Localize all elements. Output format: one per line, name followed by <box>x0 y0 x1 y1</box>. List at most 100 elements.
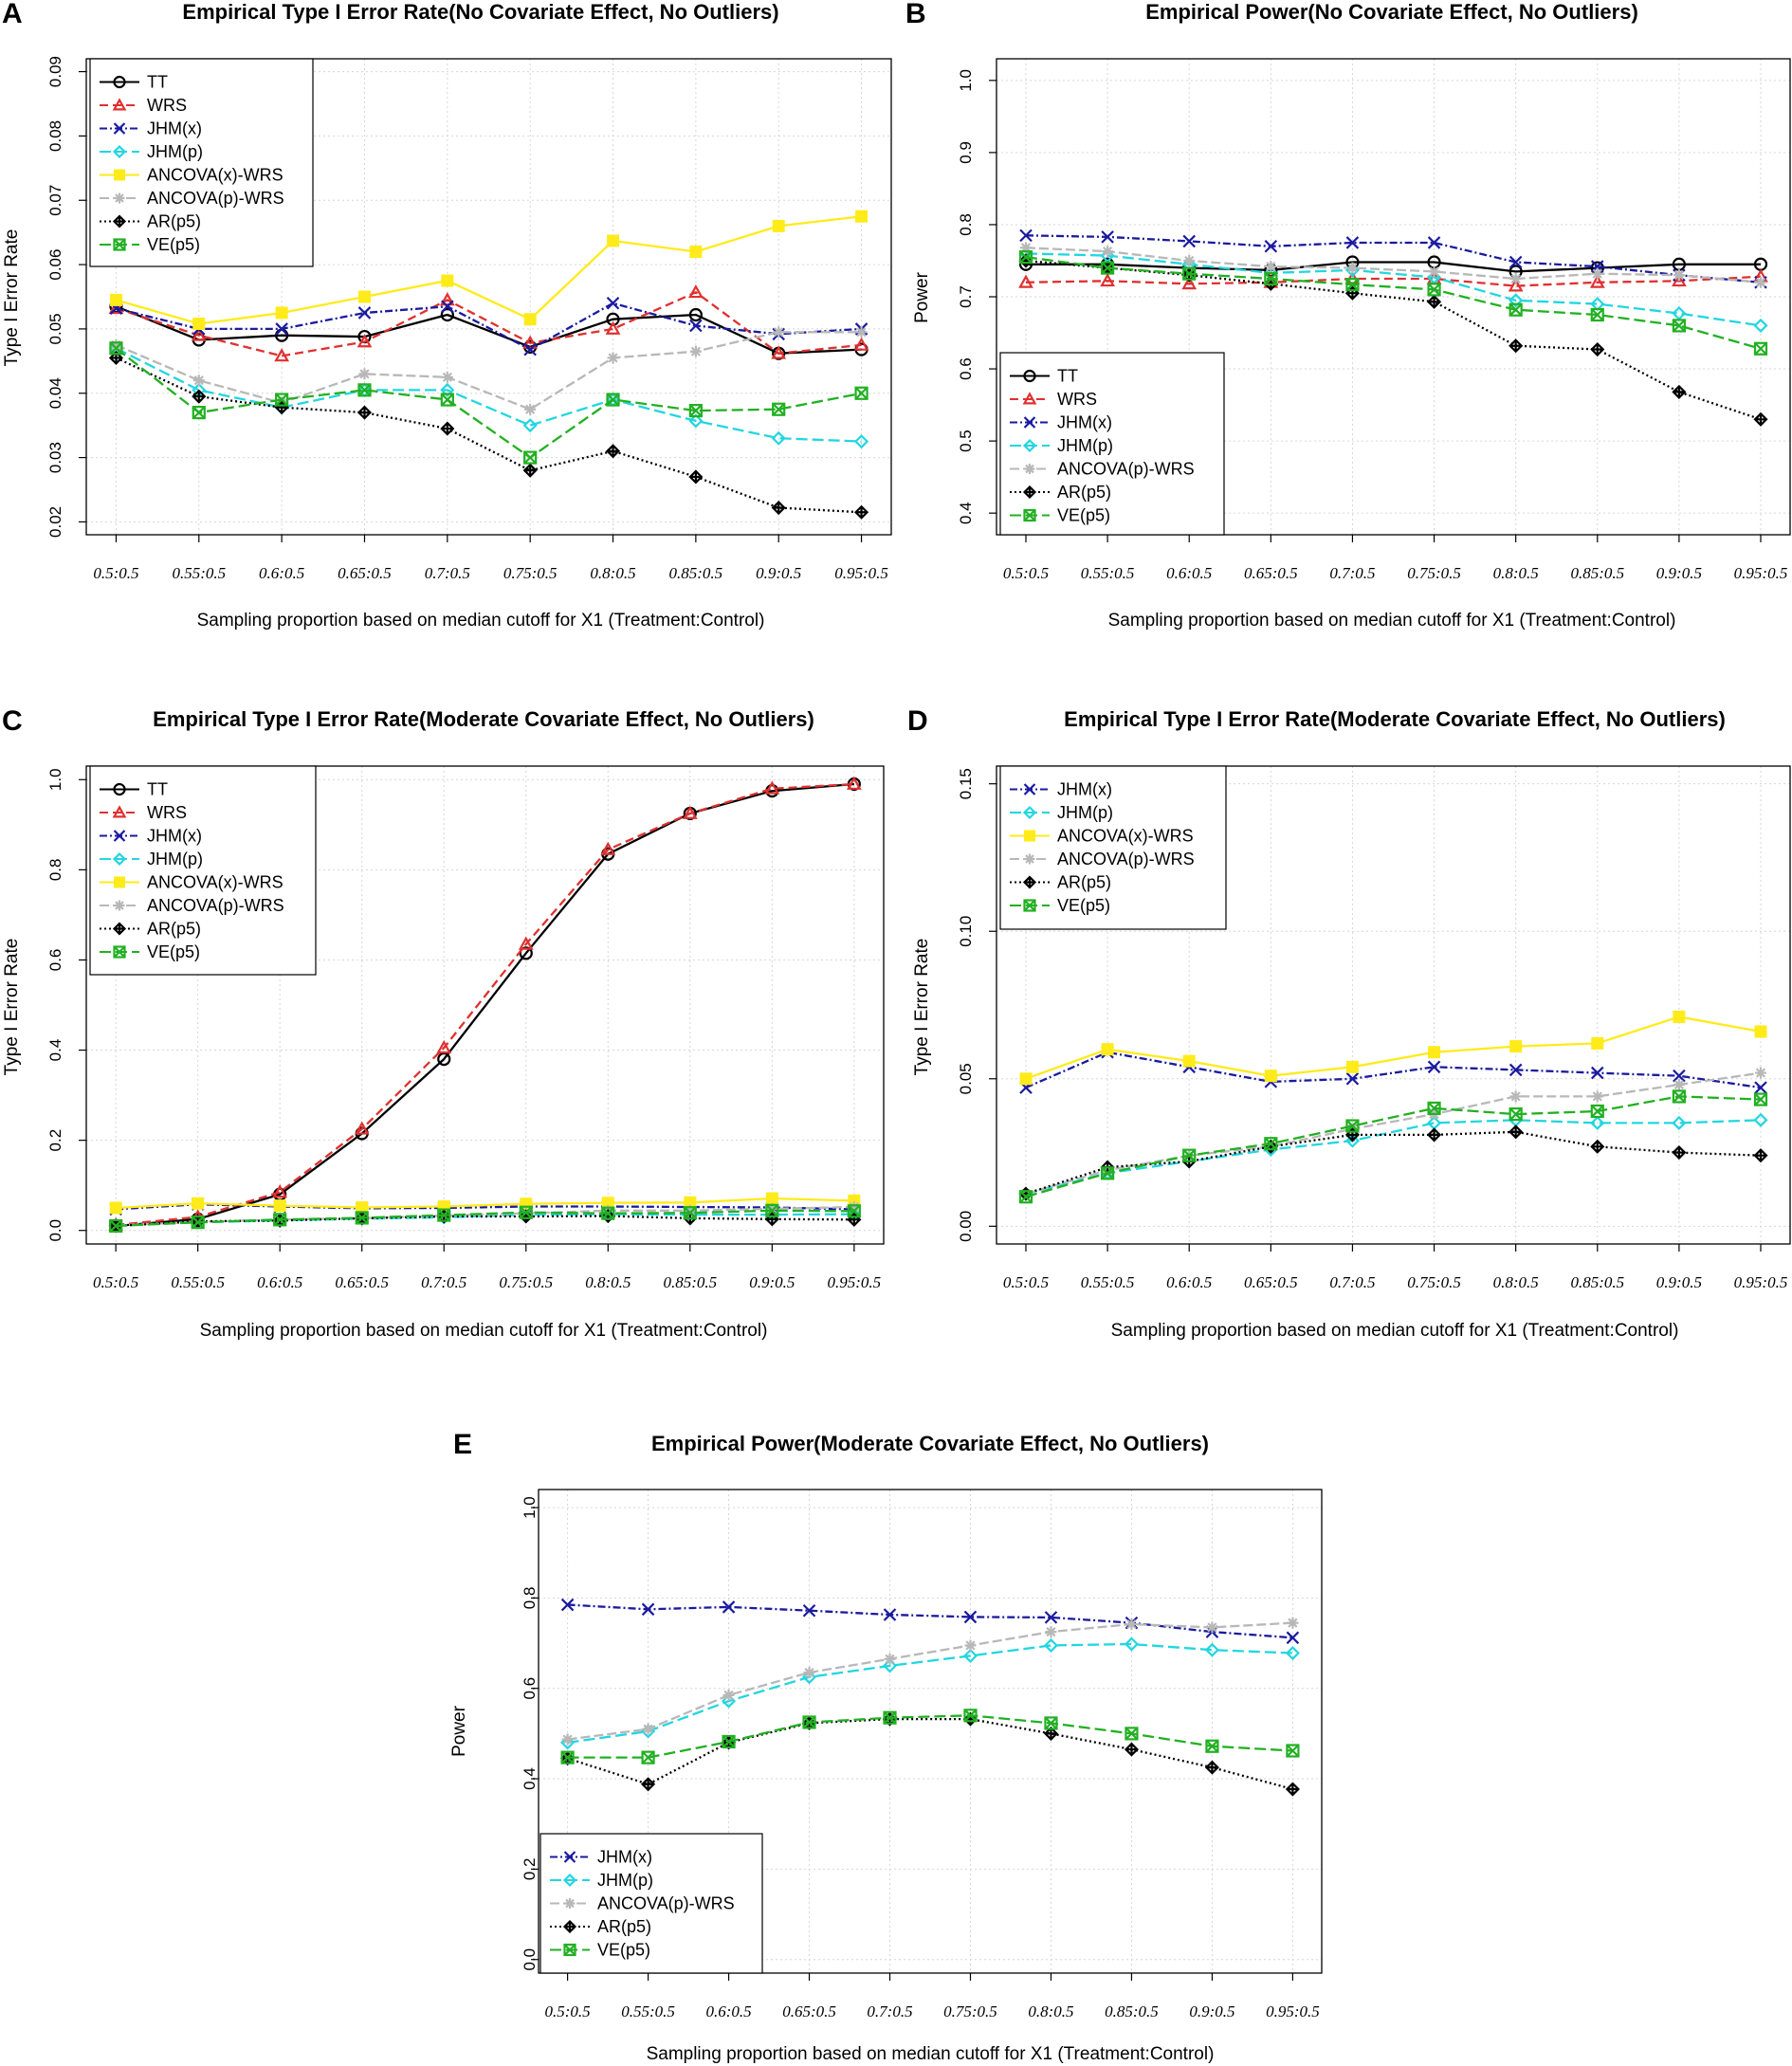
panel-a-x-tick-label: 0.6:0.5 <box>259 564 304 582</box>
panel-d-point-jhm-p <box>1590 1115 1605 1131</box>
panel-a-x-tick-label: 0.55:0.5 <box>172 564 226 582</box>
panel-e-point-jhm-p <box>882 1658 898 1673</box>
panel-a-x-tick-label: 0.75:0.5 <box>503 564 558 582</box>
panel-a-point-ancova-x-wrs <box>523 313 537 326</box>
panel-a-point-ancova-p-wrs <box>192 375 205 387</box>
panel-b-point-jhm-x <box>1264 239 1278 253</box>
panel-c-series-ar-p5-line <box>116 1215 854 1228</box>
panel-d-point-jhm-x <box>1754 1081 1767 1094</box>
panel-c-point-wrs <box>272 1184 288 1198</box>
panel-e: E Empirical Power(Moderate Covariate Eff… <box>449 1429 1323 2064</box>
panel-a-point-ancova-x-wrs <box>855 210 869 223</box>
panel-e-point-jhm-p <box>1285 1645 1300 1661</box>
panel-e-point-ve-p5 <box>963 1709 978 1723</box>
panel-e-x-axis-label: Sampling proportion based on median cuto… <box>647 2044 1215 2064</box>
panel-a-legend-item-jhm-x: JHM(x) <box>100 119 202 138</box>
panel-letter-c: C <box>2 705 23 737</box>
panel-d-title: Empirical Type I Error Rate(Moderate Cov… <box>1064 707 1726 731</box>
panel-a-point-jhm-x <box>357 306 372 320</box>
panel-a-point-wrs <box>605 320 621 335</box>
panel-a-point-jhm-p <box>440 382 455 397</box>
panel-c-legend-item-ve-p5: VE(p5) <box>100 942 200 961</box>
panel-b-point-jhm-p <box>1753 318 1768 333</box>
panel-b-point-jhm-x <box>1427 236 1441 249</box>
panel-d-point-ancova-x-wrs <box>1019 1072 1033 1086</box>
panel-b-legend-item-ancova-p-wrs: ANCOVA(p)-WRS <box>1010 460 1195 479</box>
legend-label: JHM(p) <box>1057 803 1113 822</box>
panel-c-point-ve-p5 <box>273 1213 287 1227</box>
panel-c-point-wrs <box>600 841 616 855</box>
legend-label: JHM(x) <box>1057 780 1112 799</box>
panel-e-x-tick-label: 0.55:0.5 <box>621 2002 675 2020</box>
panel-a-plot-frame <box>85 58 892 536</box>
panel-b-y-tick-label: 0.4 <box>957 502 975 524</box>
panel-b-point-wrs <box>1018 274 1033 288</box>
panel-e-point-jhm-x <box>802 1603 816 1618</box>
panel-b-y-tick-label: 0.7 <box>957 285 975 308</box>
panel-a-point-ar-p5 <box>522 463 538 478</box>
legend-label: AR(p5) <box>597 1917 651 1936</box>
panel-d-point-ancova-p-wrs <box>1591 1090 1603 1103</box>
panel-b-point-wrs <box>1672 273 1687 287</box>
panel-a-point-ar-p5 <box>440 421 455 436</box>
panel-e-point-ve-p5 <box>1044 1716 1058 1730</box>
panel-e-legend-item-ancova-p-wrs: ANCOVA(p)-WRS <box>550 1894 735 1913</box>
panel-a-y-tick-label: 0.02 <box>46 506 64 538</box>
panel-b-legend: TT WRS JHM(x) JHM(p) ANCOVA(p)-WRS AR(p5) VE(p… <box>999 352 1225 536</box>
panel-d-x-tick-label: 0.85:0.5 <box>1570 1273 1624 1291</box>
panel-a-y-axis-label: Type I Error Rate <box>2 229 22 367</box>
panel-b-x-tick-label: 0.8:0.5 <box>1493 564 1539 582</box>
panel-c-series-ve-p5-line <box>116 1209 854 1228</box>
legend-label: ANCOVA(x)-WRS <box>147 873 283 892</box>
panel-a-point-jhm-x <box>275 322 288 336</box>
panel-d-point-ancova-x-wrs <box>1101 1043 1114 1056</box>
panel-b-x-tick-label: 0.5:0.5 <box>1003 564 1049 582</box>
panel-c-y-axis-label: Type I Error Rate <box>2 939 22 1076</box>
panel-a-legend-item-ancova-p-wrs: ANCOVA(p)-WRS <box>100 189 284 208</box>
panel-e-x-tick-label: 0.9:0.5 <box>1189 2002 1234 2020</box>
panel-b-series-jhm-p-line <box>1025 252 1762 327</box>
panel-a-point-ar-p5 <box>688 469 704 485</box>
panel-d-point-ar-p5 <box>1672 1144 1687 1161</box>
panel-a-legend-item-wrs: WRS <box>100 96 187 115</box>
panel-b-point-ancova-p-wrs <box>1183 254 1196 266</box>
panel-a-point-ancova-p-wrs <box>689 345 702 357</box>
panel-a-legend-item-ve-p5: VE(p5) <box>100 235 200 254</box>
panel-c-series-ancova-x-wrs-line <box>116 1197 854 1210</box>
legend-label: VE(p5) <box>147 942 200 961</box>
panel-a-point-ve-p5 <box>109 341 123 356</box>
panel-c-point-ve-p5 <box>437 1208 451 1222</box>
panel-e-y-tick-label: 0.8 <box>521 1587 539 1610</box>
panel-b-y-tick-label: 1.0 <box>957 69 975 92</box>
panel-c-point-wrs <box>682 805 698 819</box>
panel-c-point-ve-p5 <box>765 1203 779 1217</box>
panel-e-x-tick-label: 0.95:0.5 <box>1266 2002 1320 2020</box>
legend-label: WRS <box>147 96 187 115</box>
panel-e-title: Empirical Power(Moderate Covariate Effec… <box>651 1432 1209 1455</box>
panel-b-point-jhm-x <box>1182 234 1196 248</box>
panel-b-series-wrs-line <box>1025 275 1762 287</box>
panel-a-point-ancova-x-wrs <box>192 317 206 330</box>
panel-e-legend: JHM(x) JHM(p) ANCOVA(p)-WRS AR(p5) VE(p5) <box>539 1833 763 1974</box>
panel-e-point-ve-p5 <box>722 1734 736 1749</box>
panel-a-legend-item-jhm-p: JHM(p) <box>100 142 203 161</box>
panel-c-point-wrs <box>436 1039 452 1054</box>
panel-a-point-jhm-x <box>606 297 620 310</box>
legend-label: ANCOVA(p)-WRS <box>147 896 284 915</box>
panel-c: C Empirical Type I Error Rate(Moderate C… <box>2 705 885 1341</box>
panel-e-legend-item-ar-p5: AR(p5) <box>550 1917 651 1936</box>
panel-e-series-jhm-x-line <box>567 1603 1293 1639</box>
panel-b-point-jhm-x <box>1509 255 1523 269</box>
panel-b-series-ar-p5-line <box>1025 259 1762 421</box>
legend-label: AR(p5) <box>147 920 201 939</box>
panel-e-point-ancova-p-wrs <box>803 1667 815 1679</box>
panel-a-x-tick-label: 0.85:0.5 <box>669 564 723 582</box>
panel-d-legend-item-jhm-x: JHM(x) <box>1010 780 1112 799</box>
panel-e-series-jhm-p-line <box>567 1642 1293 1745</box>
panel-b-point-ar-p5 <box>1426 294 1442 309</box>
panel-b-x-tick-label: 0.55:0.5 <box>1081 564 1135 582</box>
panel-e-x-tick-label: 0.65:0.5 <box>782 2002 836 2020</box>
panel-b-x-tick-label: 0.75:0.5 <box>1407 564 1461 582</box>
legend-label: AR(p5) <box>1057 483 1111 502</box>
panel-d-point-ve-p5 <box>1018 1190 1033 1204</box>
